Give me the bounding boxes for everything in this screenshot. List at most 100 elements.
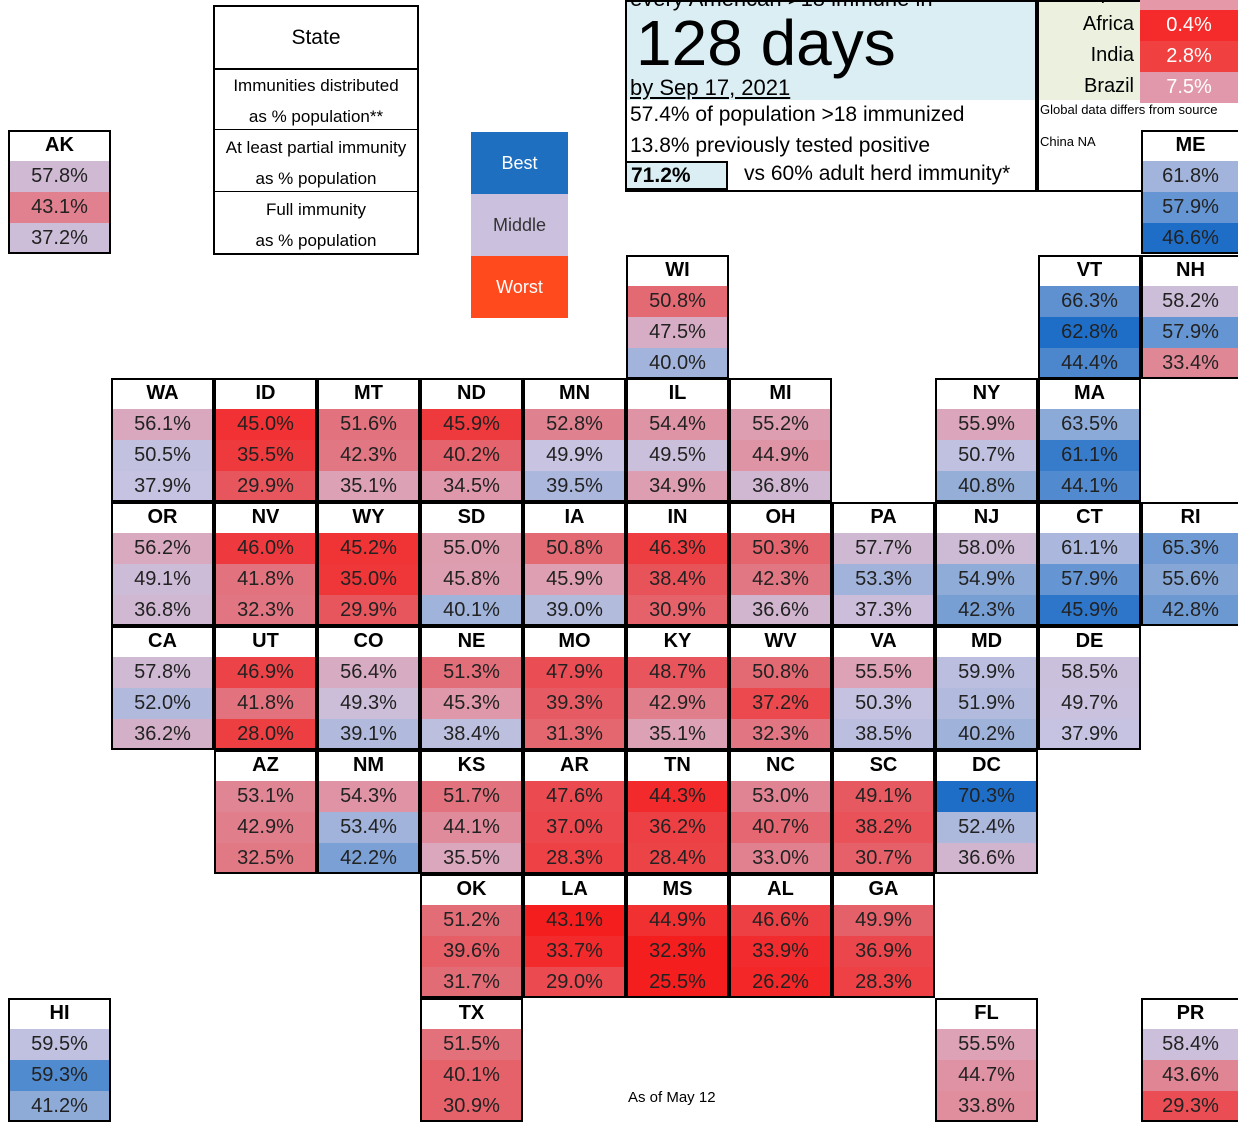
state-value: 59.5% [8, 1029, 111, 1060]
state-value: 44.1% [420, 812, 523, 843]
state-name: AZ [214, 750, 317, 781]
state-value: 37.3% [832, 595, 935, 626]
state-value: 45.8% [420, 564, 523, 595]
state-value: 48.7% [626, 657, 729, 688]
state-value: 33.0% [729, 843, 832, 874]
state-value: 36.2% [111, 719, 214, 750]
state-name: NM [317, 750, 420, 781]
state-tile [832, 750, 935, 874]
state-name: ID [214, 378, 317, 409]
headline-box [625, 0, 1037, 192]
state-value: 51.6% [317, 409, 420, 440]
legend-divider [213, 129, 419, 130]
state-value: 52.4% [935, 812, 1038, 843]
state-value: 36.6% [729, 595, 832, 626]
state-value: 55.6% [1141, 564, 1238, 595]
state-tile [214, 626, 317, 750]
global-value: 0.4% [1140, 10, 1238, 41]
state-value: 53.4% [317, 812, 420, 843]
state-value: 57.8% [8, 161, 111, 192]
state-name: SD [420, 502, 523, 533]
state-value: 28.3% [832, 967, 935, 998]
global-label: India [1090, 44, 1134, 66]
state-name: CT [1038, 502, 1141, 533]
state-name: SC [832, 750, 935, 781]
state-value: 63.5% [1038, 409, 1141, 440]
state-value: 29.0% [523, 967, 626, 998]
state-value: 65.3% [1141, 533, 1238, 564]
state-name: CO [317, 626, 420, 657]
state-value: 50.8% [523, 533, 626, 564]
state-value: 39.6% [420, 936, 523, 967]
state-value: 43.1% [8, 192, 111, 223]
state-value: 42.3% [729, 564, 832, 595]
state-tile [626, 626, 729, 750]
state-value: 49.3% [317, 688, 420, 719]
legend-box [213, 5, 419, 255]
state-name: MA [1038, 378, 1141, 409]
global-label: Brazil [1083, 75, 1134, 97]
headline-bg [625, 0, 1037, 100]
state-tile [935, 378, 1038, 502]
state-tile [8, 130, 111, 254]
state-value: 55.5% [832, 657, 935, 688]
state-tile [420, 626, 523, 750]
state-value: 51.7% [420, 781, 523, 812]
state-value: 37.0% [523, 812, 626, 843]
state-value: 35.0% [317, 564, 420, 595]
state-value: 54.4% [626, 409, 729, 440]
state-name: CA [111, 626, 214, 657]
global-value: 7.5% [1140, 72, 1238, 103]
state-tile [729, 874, 832, 998]
state-tile [420, 750, 523, 874]
global-label: Africa [1082, 13, 1134, 35]
state-value: 37.9% [1038, 719, 1141, 750]
state-value: 36.9% [832, 936, 935, 967]
state-value: 44.9% [626, 905, 729, 936]
state-value: 53.1% [214, 781, 317, 812]
state-value: 66.3% [1038, 286, 1141, 317]
state-tile [111, 378, 214, 502]
global-note: Global data differs from source [1040, 102, 1218, 117]
state-value: 61.1% [1038, 440, 1141, 471]
state-tile [214, 378, 317, 502]
state-value: 31.7% [420, 967, 523, 998]
state-name: IN [626, 502, 729, 533]
state-name: OH [729, 502, 832, 533]
state-tile [1141, 130, 1238, 254]
state-name: KS [420, 750, 523, 781]
global-bg [1037, 0, 1140, 100]
state-name: TX [420, 998, 523, 1029]
state-tile [935, 750, 1038, 874]
state-tile [1038, 378, 1141, 502]
headline-date: by Sep 17, 2021 [630, 75, 791, 100]
state-tile [523, 750, 626, 874]
state-tile [1038, 626, 1141, 750]
state-name: LA [523, 874, 626, 905]
state-value: 44.3% [626, 781, 729, 812]
state-value: 37.2% [729, 688, 832, 719]
state-tile [317, 626, 420, 750]
global-value: 2.8% [1140, 41, 1238, 72]
state-tile [626, 255, 729, 379]
state-name: VT [1038, 255, 1141, 286]
state-tile [935, 502, 1038, 626]
state-name: NV [214, 502, 317, 533]
state-value: 40.2% [935, 719, 1038, 750]
state-name: ND [420, 378, 523, 409]
state-value: 56.4% [317, 657, 420, 688]
state-value: 32.3% [214, 595, 317, 626]
state-value: 55.9% [935, 409, 1038, 440]
state-name: GA [832, 874, 935, 905]
state-value: 50.7% [935, 440, 1038, 471]
legend-divider [213, 68, 419, 70]
state-value: 46.3% [626, 533, 729, 564]
state-tile [523, 626, 626, 750]
state-tile [317, 502, 420, 626]
state-value: 33.8% [935, 1091, 1038, 1122]
state-tile [729, 750, 832, 874]
headline-top: every American >18 immune in [630, 0, 933, 12]
state-value: 39.3% [523, 688, 626, 719]
state-name: UT [214, 626, 317, 657]
state-value: 58.0% [935, 533, 1038, 564]
